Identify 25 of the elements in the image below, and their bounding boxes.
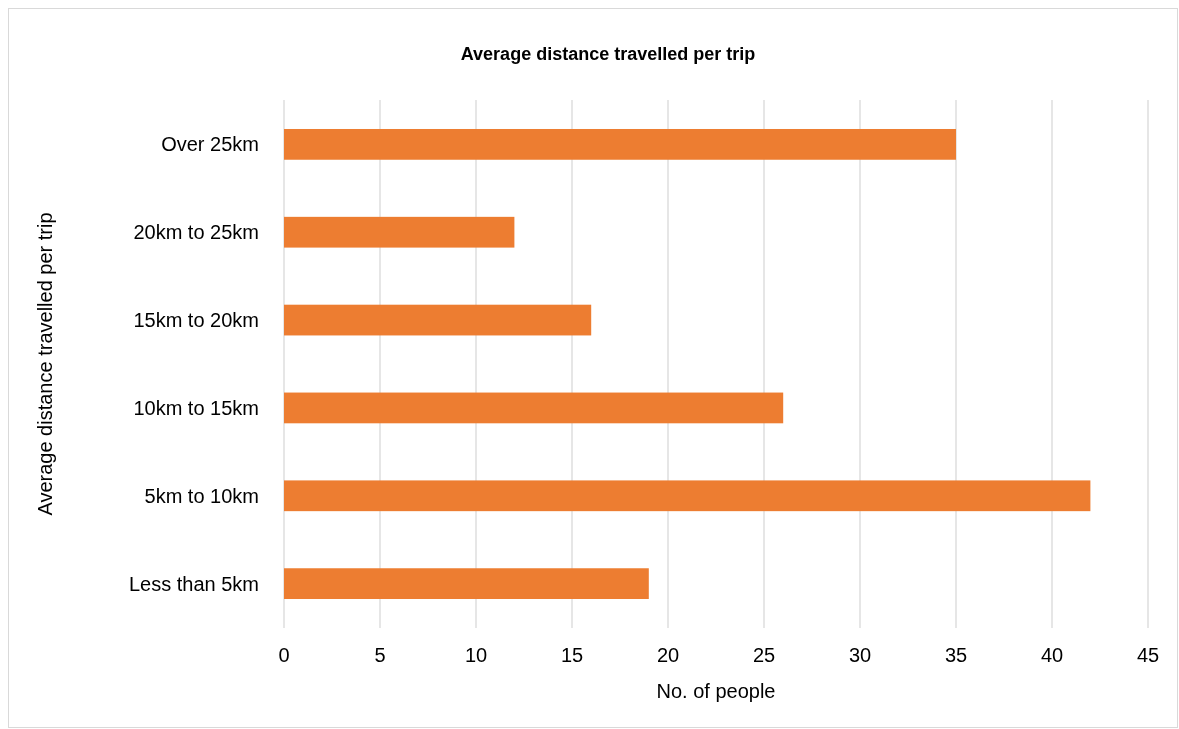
y-tick-label: 10km to 15km (133, 396, 259, 419)
x-tick-label: 45 (1136, 644, 1160, 666)
x-tick-label: 10 (464, 644, 488, 666)
y-tick-label: 5km to 10km (144, 484, 259, 507)
y-tick-label: 15km to 20km (133, 309, 259, 332)
x-tick-label: 40 (1040, 644, 1064, 666)
bar (284, 128, 956, 160)
x-tick-label: 25 (752, 644, 776, 666)
x-tick-label: 15 (560, 644, 584, 666)
x-tick-label: 30 (848, 644, 872, 666)
x-tick-label: 0 (278, 644, 290, 666)
y-tick-label: Less than 5km (128, 572, 259, 595)
bar (284, 480, 1091, 512)
y-axis-title: Average distance travelled per trip (34, 212, 56, 516)
chart-title: Average distance travelled per trip (460, 44, 756, 64)
bar (284, 568, 649, 600)
bar (284, 304, 592, 336)
y-tick-label: 20km to 25km (133, 221, 259, 244)
x-tick-label: 5 (374, 644, 386, 666)
x-axis-title: No. of people (656, 680, 776, 702)
bar (284, 216, 515, 248)
x-tick-label: 35 (944, 644, 968, 666)
x-tick-label: 20 (656, 644, 680, 666)
bar (284, 392, 784, 424)
y-tick-label: Over 25km (161, 133, 259, 156)
